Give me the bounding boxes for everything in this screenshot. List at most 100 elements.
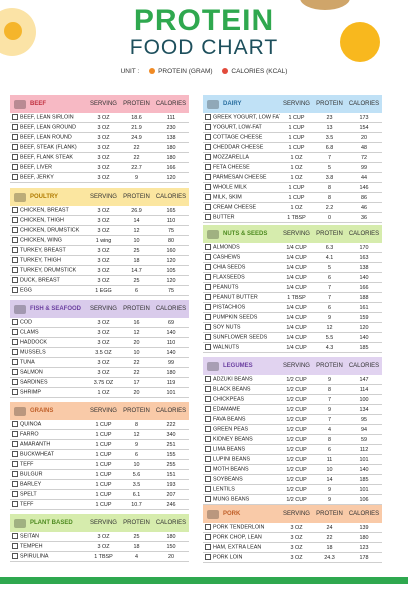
food-name: CHICKEN, BREAST — [20, 207, 69, 214]
value-cell: 26.9 — [131, 207, 142, 214]
table-row: SUNFLOWER SEEDS 1/4 CUP 5.5 140 — [203, 333, 382, 343]
food-name: COTTAGE CHEESE — [213, 134, 263, 141]
table-row: PORK LOIN 3 OZ 24.3 178 — [203, 553, 382, 563]
food-cell: BEEF, LIVER — [10, 164, 87, 171]
value-cell: 3 OZ — [97, 369, 110, 376]
column-header: PROTEIN — [123, 194, 150, 200]
section-header: DAIRY SERVING PROTEIN CALORIES — [203, 95, 382, 113]
lemon-decoration — [340, 22, 380, 62]
value-cell: 1 CUP — [95, 461, 112, 468]
value-cell: 8 — [328, 436, 331, 443]
food-cell: BEEF, STEAK (FLANK) — [10, 144, 87, 151]
value-cell: 5 — [328, 264, 331, 271]
food-cell: FLAXSEEDS — [203, 274, 280, 281]
table-row: TEFF 1 CUP 10 255 — [10, 460, 189, 470]
food-name: CHICKEN, THIGH — [20, 217, 64, 224]
food-name: LENTILS — [213, 486, 235, 493]
food-cell: BEEF, LEAN SIRLOIN — [10, 114, 87, 121]
food-cell: TUNA — [10, 359, 87, 366]
value-cell: 101 — [359, 456, 369, 463]
value-cell: 112 — [359, 446, 369, 453]
section: LEGUMES SERVING PROTEIN CALORIES ADZUKI BEAN… — [203, 357, 382, 505]
units-label: UNIT : — [120, 68, 140, 75]
table-row: BULGUR 1 CUP 5.6 151 — [10, 470, 189, 480]
food-cell: BULGUR — [10, 471, 87, 478]
table-row: MILK, SKIM 1 CUP 8 86 — [203, 193, 382, 203]
checkbox — [12, 237, 18, 244]
table-row: CHICKPEAS 1/2 CUP 7 100 — [203, 395, 382, 405]
value-cell: 147 — [359, 376, 369, 383]
value-cell: 6 — [135, 287, 138, 294]
food-cell: SPIRULINA — [10, 553, 87, 560]
icon — [14, 99, 26, 109]
value-cell: 6 — [328, 274, 331, 281]
checkbox — [12, 114, 18, 121]
value-cell: 1 CUP — [95, 481, 112, 488]
value-cell: 3 OZ — [97, 267, 110, 274]
value-cell: 8 — [328, 184, 331, 191]
food-name: SPELT — [20, 491, 37, 498]
food-cell: TEFF — [10, 501, 87, 508]
checkbox — [205, 406, 211, 413]
value-cell: 1/2 CUP — [286, 416, 307, 423]
food-name: TURKEY, THIGH — [20, 257, 61, 264]
checkbox — [12, 207, 18, 214]
food-cell: SOY NUTS — [203, 324, 280, 331]
food-cell: FETA CHEESE — [203, 164, 280, 171]
table-row: CLAMS 3 OZ 12 140 — [10, 328, 189, 338]
value-cell: 14 — [133, 217, 140, 224]
food-name: CLAMS — [20, 329, 39, 336]
value-cell: 18.6 — [131, 114, 142, 121]
food-name: WHOLE MILK — [213, 184, 247, 191]
value-cell: 5 — [328, 164, 331, 171]
value-cell: 10 — [326, 466, 333, 473]
value-cell: 180 — [359, 534, 369, 541]
food-cell: FARRO — [10, 431, 87, 438]
value-cell: 1/4 CUP — [286, 324, 307, 331]
checkbox — [205, 334, 211, 341]
value-cell: 25 — [133, 533, 140, 540]
value-cell: 180 — [166, 154, 176, 161]
food-name: SHRIMP — [20, 389, 41, 396]
table-row: BARLEY 1 CUP 3.5 193 — [10, 480, 189, 490]
icon — [222, 68, 229, 75]
food-name: YOGURT, LOW-FAT — [213, 124, 262, 131]
checkbox — [12, 134, 18, 141]
value-cell: 3.5 — [325, 134, 334, 141]
section-title: POULTRY — [30, 194, 58, 200]
value-cell: 9 — [135, 174, 138, 181]
value-cell: 166 — [359, 284, 369, 291]
value-cell: 6.8 — [325, 144, 334, 151]
food-name: CASHEWS — [213, 254, 241, 261]
food-name: BEEF, LEAN ROUND — [20, 134, 72, 141]
value-cell: 154 — [359, 124, 369, 131]
food-cell: WHOLE MILK — [203, 184, 280, 191]
section-header: PORK SERVING PROTEIN CALORIES — [203, 505, 382, 523]
column-header: CALORIES — [348, 363, 380, 369]
value-cell: 1/2 CUP — [286, 396, 307, 403]
food-cell: WALNUTS — [203, 344, 280, 351]
food-name: BLACK BEANS — [213, 386, 251, 393]
value-cell: 155 — [166, 451, 176, 458]
value-cell: 16 — [133, 319, 140, 326]
value-cell: 146 — [359, 184, 369, 191]
checkbox — [205, 476, 211, 483]
checkbox — [12, 277, 18, 284]
food-name: QUINOA — [20, 421, 42, 428]
value-cell: 1/4 CUP — [286, 304, 307, 311]
food-name: CHICKEN, DRUMSTICK — [20, 227, 80, 234]
table-row: BEEF, LEAN GROUND 3 OZ 21.9 230 — [10, 123, 189, 133]
column-header: PROTEIN — [123, 306, 150, 312]
food-cell: BEEF, LEAN GROUND — [10, 124, 87, 131]
checkbox — [205, 244, 211, 251]
value-cell: 1 OZ — [290, 164, 303, 171]
value-cell: 3 OZ — [97, 339, 110, 346]
value-cell: 22 — [133, 154, 140, 161]
checkbox — [12, 124, 18, 131]
checkbox — [12, 359, 18, 366]
food-decoration — [300, 0, 350, 10]
value-cell: 7 — [328, 294, 331, 301]
food-cell: BEEF, FLANK STEAK — [10, 154, 87, 161]
food-name: TEFF — [20, 461, 34, 468]
